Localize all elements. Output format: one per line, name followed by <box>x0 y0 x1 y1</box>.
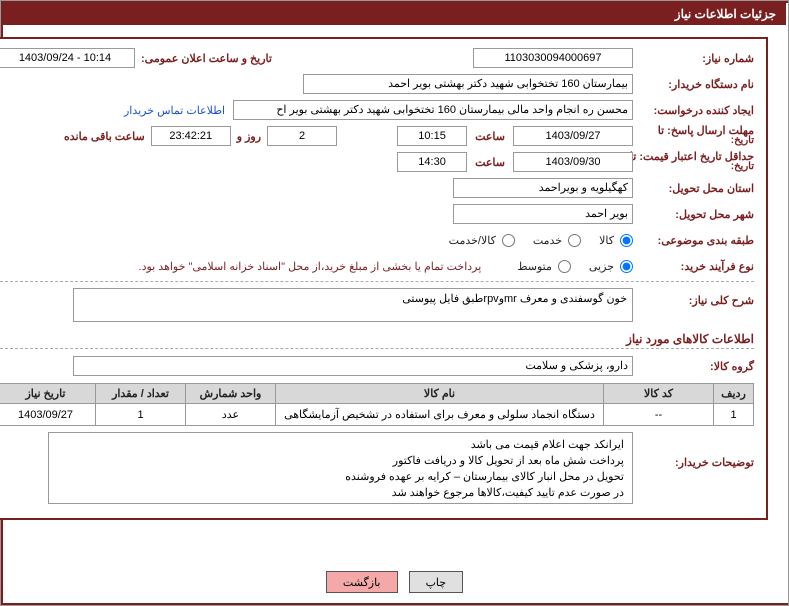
buyer-org-label: نام دستگاه خریدار: <box>639 78 754 91</box>
subject-class-label: طبقه بندی موضوعی: <box>639 234 754 247</box>
buyer-notes-label: توضیحات خریدار: <box>639 432 754 469</box>
col-index: ردیف <box>714 384 754 404</box>
radio-goods[interactable] <box>620 234 633 247</box>
items-table-body: 1 -- دستگاه انجماد سلولی و معرف برای است… <box>0 404 754 426</box>
row-deadline: مهلت ارسال پاسخ: تا تاریخ: 1403/09/27 سا… <box>0 125 754 147</box>
deadline-time-label: ساعت <box>475 130 505 143</box>
col-code: کد کالا <box>604 384 714 404</box>
deadline-hms: 23:42:21 <box>151 126 231 146</box>
buyer-note-line: ایرانکد جهت اعلام قیمت می باشد <box>57 437 624 453</box>
group-label: گروه کالا: <box>639 360 754 373</box>
row-need-number: شماره نیاز: 1103030094000697 تاریخ و ساع… <box>0 47 754 69</box>
radio-minor[interactable] <box>620 260 633 273</box>
row-description: شرح کلی نیاز: خون گوسفندی و معرف mrوrpvط… <box>0 288 754 322</box>
row-buyer-notes: توضیحات خریدار: ایرانکد جهت اعلام قیمت م… <box>0 432 754 504</box>
cell-index: 1 <box>714 404 754 426</box>
row-group: گروه کالا: دارو، پزشکی و سلامت <box>0 355 754 377</box>
row-subject-class: طبقه بندی موضوعی: کالا خدمت کالا/خدمت <box>0 229 754 251</box>
validity-date: 1403/09/30 <box>513 152 633 172</box>
description-label: شرح کلی نیاز: <box>639 288 754 307</box>
buyer-org-value: بیمارستان 160 تختخوابی شهید دکتر بهشتی ب… <box>303 74 633 94</box>
col-date: تاریخ نیاز <box>0 384 96 404</box>
requester-label: ایجاد کننده درخواست: <box>639 104 754 117</box>
requester-value: محسن ره انجام واحد مالی بیمارستان 160 تخ… <box>233 100 633 120</box>
row-validity: حداقل تاریخ اعتبار قیمت: تا تاریخ: 1403/… <box>0 151 754 173</box>
col-unit: واحد شمارش <box>186 384 276 404</box>
validity-time: 14:30 <box>397 152 467 172</box>
subject-class-option[interactable]: خدمت <box>533 234 581 247</box>
deadline-days: 2 <box>267 126 337 146</box>
col-name: نام کالا <box>276 384 604 404</box>
radio-service[interactable] <box>568 234 581 247</box>
col-qty: تعداد / مقدار <box>96 384 186 404</box>
print-button[interactable]: چاپ <box>409 571 464 593</box>
radio-both[interactable] <box>502 234 515 247</box>
cell-date: 1403/09/27 <box>0 404 96 426</box>
deadline-date: 1403/09/27 <box>513 126 633 146</box>
city-label: شهر محل تحویل: <box>639 208 754 221</box>
row-purchase-type: نوع فرآیند خرید: جزیی متوسط پرداخت تمام … <box>0 255 754 277</box>
validity-time-label: ساعت <box>475 156 505 169</box>
subject-class-option[interactable]: کالا/خدمت <box>449 234 515 247</box>
deadline-time: 10:15 <box>397 126 467 146</box>
buyer-contact-link[interactable]: اطلاعات تماس خریدار <box>124 104 225 117</box>
validity-label: حداقل تاریخ اعتبار قیمت: تا تاریخ: <box>639 152 754 172</box>
cell-unit: عدد <box>186 404 276 426</box>
footer-buttons: چاپ بازگشت <box>1 571 788 593</box>
province-label: استان محل تحویل: <box>639 182 754 195</box>
announce-value: 1403/09/24 - 10:14 <box>0 48 135 68</box>
cell-qty: 1 <box>96 404 186 426</box>
details-panel: شماره نیاز: 1103030094000697 تاریخ و ساع… <box>0 37 768 520</box>
need-number-label: شماره نیاز: <box>639 52 754 65</box>
panel-title: جزئیات اطلاعات نیاز <box>675 7 776 21</box>
city-value: بویر احمد <box>453 204 633 224</box>
row-buyer-org: نام دستگاه خریدار: بیمارستان 160 تختخواب… <box>0 73 754 95</box>
row-requester: ایجاد کننده درخواست: محسن ره انجام واحد … <box>0 99 754 121</box>
deadline-days-label: روز و <box>237 130 261 143</box>
group-value: دارو، پزشکی و سلامت <box>73 356 633 376</box>
purchase-type-option[interactable]: جزیی <box>589 260 633 273</box>
buyer-notes-box: ایرانکد جهت اعلام قیمت می باشد پرداخت شش… <box>48 432 633 504</box>
row-province: استان محل تحویل: کهگیلویه و بویراحمد <box>0 177 754 199</box>
deadline-label: مهلت ارسال پاسخ: تا تاریخ: <box>639 126 754 146</box>
panel-header: جزئیات اطلاعات نیاز <box>3 3 786 25</box>
app-frame: جزئیات اطلاعات نیاز AriaTender.net شماره… <box>0 0 789 606</box>
purchase-type-option[interactable]: متوسط <box>517 260 571 273</box>
announce-label: تاریخ و ساعت اعلان عمومی: <box>141 52 272 65</box>
buyer-note-line: در صورت عدم تایید کیفیت،کالاها مرجوع خوا… <box>57 485 624 501</box>
subject-class-option[interactable]: کالا <box>599 234 633 247</box>
purchase-type-label: نوع فرآیند خرید: <box>639 260 754 273</box>
items-table: ردیف کد کالا نام کالا واحد شمارش تعداد /… <box>0 383 754 426</box>
items-section-title: اطلاعات کالاهای مورد نیاز <box>0 328 754 349</box>
buyer-note-line: پرداخت شش ماه بعد از تحویل کالا و دریافت… <box>57 453 624 469</box>
need-number-value: 1103030094000697 <box>473 48 633 68</box>
description-value: خون گوسفندی و معرف mrوrpvطبق فایل پیوستی <box>73 288 633 322</box>
purchase-type-note: پرداخت تمام یا بخشی از مبلغ خرید،از محل … <box>139 260 482 273</box>
table-row: 1 -- دستگاه انجماد سلولی و معرف برای است… <box>0 404 754 426</box>
radio-medium[interactable] <box>558 260 571 273</box>
province-value: کهگیلویه و بویراحمد <box>453 178 633 198</box>
row-city: شهر محل تحویل: بویر احمد <box>0 203 754 225</box>
frame-edge <box>1 603 788 605</box>
divider <box>0 281 754 282</box>
back-button[interactable]: بازگشت <box>326 571 398 593</box>
cell-code: -- <box>604 404 714 426</box>
buyer-note-line: تحویل در محل انبار کالای بیمارستان – کرا… <box>57 469 624 485</box>
items-table-head: ردیف کد کالا نام کالا واحد شمارش تعداد /… <box>0 384 754 404</box>
cell-name: دستگاه انجماد سلولی و معرف برای استفاده … <box>276 404 604 426</box>
deadline-remain-label: ساعت باقی مانده <box>64 130 145 143</box>
